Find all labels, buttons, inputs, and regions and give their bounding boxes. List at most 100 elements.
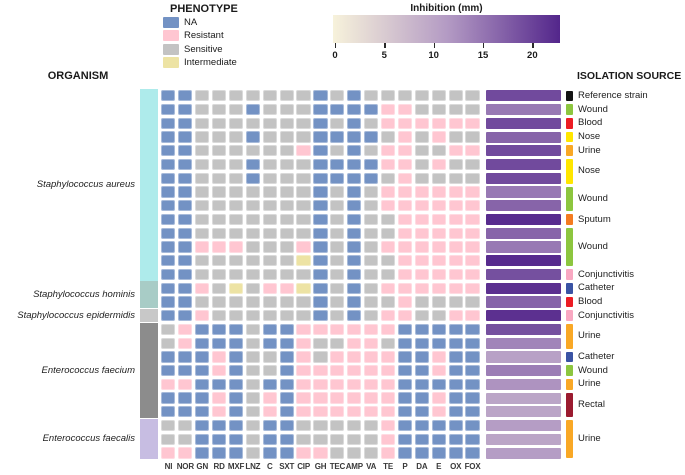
- phenotype-cell: [245, 365, 260, 377]
- phenotype-cell: [313, 419, 328, 432]
- phenotype-cell: [178, 172, 193, 184]
- phenotype-cell: [364, 103, 379, 116]
- phenotype-cell: [228, 392, 244, 404]
- phenotype-cell: [262, 172, 277, 184]
- phenotype-cell: [414, 323, 429, 336]
- phenotype-cell: [330, 296, 345, 308]
- phenotype-cell: [347, 419, 362, 432]
- phenotype-cell: [279, 310, 294, 322]
- phenotype-cell: [414, 392, 429, 404]
- phenotype-cell: [313, 447, 328, 459]
- phenotype-cell: [262, 158, 277, 171]
- phenotype-cell: [397, 433, 412, 445]
- phenotype-cell: [161, 406, 176, 418]
- phenotype-cell: [364, 200, 379, 212]
- phenotype-cell: [245, 282, 260, 294]
- phenotype-cell: [245, 186, 260, 198]
- phenotype-cell: [397, 296, 412, 308]
- phenotype-cell: [465, 131, 480, 143]
- phenotype-cell: [161, 103, 176, 116]
- phenotype-cell: [178, 378, 193, 390]
- phenotype-cell: [262, 433, 277, 445]
- phenotype-cell: [211, 131, 227, 143]
- phenotype-cell: [414, 117, 429, 129]
- source-label: Wound: [578, 241, 608, 253]
- phenotype-cell: [211, 365, 227, 377]
- phenotype-cell: [380, 310, 396, 322]
- phenotype-cell: [178, 200, 193, 212]
- phenotype-cell: [161, 241, 176, 253]
- phenotype-cell: [465, 337, 480, 349]
- phenotype-cell: [195, 103, 210, 116]
- phenotype-cell: [228, 365, 244, 377]
- phenotype-cell: [465, 447, 480, 459]
- source-color-bar: [566, 131, 573, 143]
- phenotype-cell: [245, 378, 260, 390]
- phenotype-cell: [330, 433, 345, 445]
- phenotype-cell: [195, 447, 210, 459]
- phenotype-cell: [414, 406, 429, 418]
- phenotype-cell: [448, 158, 463, 171]
- phenotype-cell: [364, 213, 379, 226]
- phenotype-cell: [364, 131, 379, 143]
- phenotype-cell: [448, 241, 463, 253]
- colorbar-tick: [532, 43, 534, 48]
- phenotype-cell: [296, 158, 311, 171]
- colorbar-tick: [335, 43, 337, 48]
- legend-swatch-intermediate: [163, 56, 179, 68]
- phenotype-cell: [431, 365, 446, 377]
- phenotype-cell: [347, 406, 362, 418]
- phenotype-cell: [330, 213, 345, 226]
- phenotype-cell: [465, 186, 480, 198]
- phenotype-cell: [279, 337, 294, 349]
- phenotype-cell: [161, 351, 176, 363]
- phenotype-cell: [465, 117, 480, 129]
- phenotype-cell: [330, 103, 345, 116]
- phenotype-cell: [296, 200, 311, 212]
- phenotype-cell: [161, 158, 176, 171]
- phenotype-cell: [262, 351, 277, 363]
- phenotype-cell: [245, 200, 260, 212]
- organism-band: [139, 322, 158, 419]
- phenotype-cell: [262, 200, 277, 212]
- phenotype-cell: [364, 406, 379, 418]
- source-color-bar: [566, 117, 573, 129]
- phenotype-cell: [245, 172, 260, 184]
- source-color-bar: [566, 324, 573, 349]
- phenotype-cell: [296, 392, 311, 404]
- organism-band: [139, 418, 158, 460]
- phenotype-cell: [228, 255, 244, 267]
- phenotype-cell: [279, 145, 294, 157]
- phenotype-cell: [313, 323, 328, 336]
- phenotype-cell: [228, 200, 244, 212]
- phenotype-cell: [161, 200, 176, 212]
- phenotype-cell: [347, 200, 362, 212]
- phenotype-cell: [228, 282, 244, 294]
- phenotype-cell: [161, 186, 176, 198]
- phenotype-cell: [380, 117, 396, 129]
- phenotype-cell: [414, 186, 429, 198]
- phenotype-cell: [448, 172, 463, 184]
- phenotype-cell: [245, 117, 260, 129]
- phenotype-cell: [330, 337, 345, 349]
- phenotype-cell: [262, 227, 277, 239]
- phenotype-cell: [211, 433, 227, 445]
- antibiotic-label: NI: [164, 461, 173, 471]
- phenotype-cell: [448, 200, 463, 212]
- inhibition-bar: [486, 447, 561, 459]
- phenotype-cell: [195, 241, 210, 253]
- phenotype-cell: [330, 158, 345, 171]
- source-label: Nose: [578, 165, 601, 177]
- antibiotic-label: TE: [383, 461, 393, 471]
- antibiotic-label: VA: [366, 461, 377, 471]
- phenotype-cell: [211, 90, 227, 102]
- phenotype-cell: [245, 406, 260, 418]
- antibiotic-label: MXF: [227, 461, 245, 471]
- phenotype-cell: [211, 419, 227, 432]
- legend-item-label: NA: [184, 17, 198, 28]
- phenotype-cell: [296, 419, 311, 432]
- antibiotic-label: OX: [450, 461, 462, 471]
- phenotype-cell: [465, 227, 480, 239]
- phenotype-cell: [245, 337, 260, 349]
- phenotype-cell: [347, 186, 362, 198]
